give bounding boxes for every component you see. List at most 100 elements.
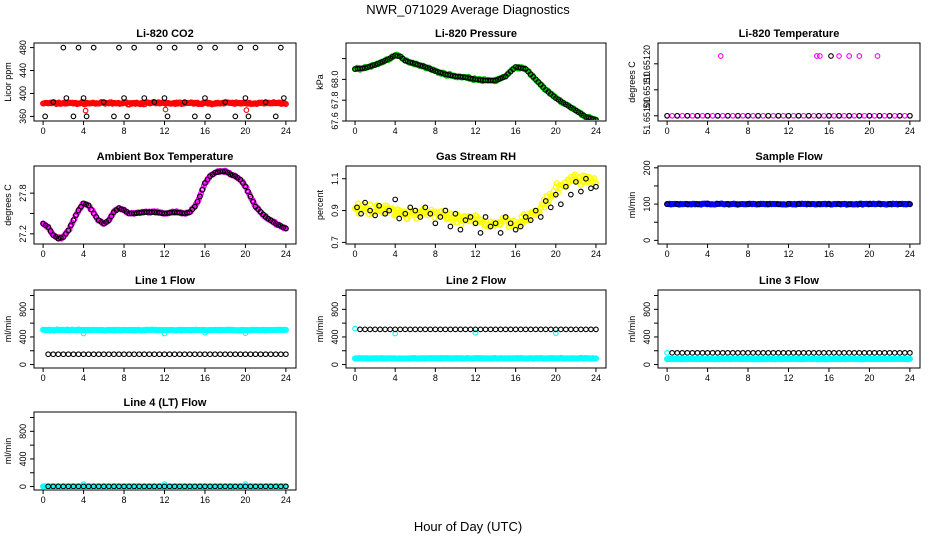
y-tick-label: 400 bbox=[18, 451, 28, 466]
data-point bbox=[191, 203, 198, 210]
plot-frame bbox=[657, 165, 921, 245]
data-point bbox=[866, 349, 873, 356]
y-tick-label: 400 bbox=[18, 86, 28, 101]
data-point bbox=[507, 326, 514, 333]
data-point bbox=[252, 351, 259, 358]
data-point bbox=[262, 351, 269, 358]
data-point bbox=[694, 112, 701, 119]
data-point bbox=[462, 217, 469, 223]
data-point bbox=[800, 112, 807, 119]
data-point bbox=[674, 201, 681, 207]
x-tick-label: 12 bbox=[470, 126, 480, 136]
data-point bbox=[487, 223, 494, 230]
data-point bbox=[412, 326, 419, 333]
data-point bbox=[422, 326, 429, 333]
panel-10: Line 4 (LT) Flow ml/min 0 4 8 12 16 20 24 0 400 800 bbox=[3, 397, 297, 505]
data-point bbox=[55, 351, 62, 358]
data-point bbox=[467, 75, 474, 82]
data-point bbox=[846, 349, 853, 356]
data-point bbox=[80, 95, 87, 101]
panel-title: Sample Flow bbox=[755, 151, 823, 163]
panel-title: Li-820 CO2 bbox=[136, 28, 193, 40]
data-point bbox=[775, 201, 782, 207]
y-tick-label: 440 bbox=[18, 63, 28, 78]
data-point bbox=[447, 72, 454, 79]
data-point bbox=[70, 113, 77, 120]
data-point bbox=[907, 201, 913, 207]
x-tick-label: 0 bbox=[41, 373, 46, 383]
data-point bbox=[184, 209, 191, 216]
data-point bbox=[790, 349, 797, 356]
data-point bbox=[502, 214, 509, 220]
data-point bbox=[876, 201, 883, 207]
data-point bbox=[846, 201, 853, 207]
data-point bbox=[283, 225, 289, 232]
data-point bbox=[199, 186, 206, 193]
data-point bbox=[805, 349, 812, 356]
data-point bbox=[907, 349, 913, 356]
y-tick-label: 0 bbox=[642, 362, 652, 367]
data-point bbox=[60, 351, 67, 358]
data-point bbox=[106, 351, 112, 358]
data-point bbox=[815, 201, 822, 207]
panel-5: Gas Stream RH percent 0 4 8 12 16 20 24 0.7 0.9 1.1 bbox=[315, 151, 607, 259]
series-avg bbox=[45, 351, 289, 358]
data-point bbox=[815, 349, 822, 356]
data-point bbox=[181, 351, 188, 358]
x-tick-label: 24 bbox=[591, 249, 601, 259]
x-tick-label: 12 bbox=[470, 373, 480, 383]
data-point bbox=[831, 112, 837, 119]
data-point bbox=[568, 326, 574, 333]
data-point bbox=[522, 214, 529, 220]
data-point bbox=[517, 326, 524, 333]
data-point bbox=[585, 114, 592, 120]
data-point bbox=[397, 326, 404, 333]
y-tick-label: 800 bbox=[18, 302, 28, 317]
data-point bbox=[409, 60, 416, 66]
data-point bbox=[507, 218, 514, 225]
data-point bbox=[866, 112, 873, 119]
data-point bbox=[590, 116, 597, 120]
data-point bbox=[851, 349, 858, 356]
data-point bbox=[490, 77, 496, 84]
data-point bbox=[402, 326, 409, 333]
panel-title: Line 3 Flow bbox=[759, 275, 819, 287]
data-point bbox=[477, 230, 484, 236]
y-tick-label: 0 bbox=[18, 484, 28, 489]
panel-1: Li-820 CO2 Licor ppm 0 4 8 12 16 20 24 360 400 440 4… bbox=[3, 28, 297, 136]
data-point bbox=[372, 212, 378, 219]
data-point bbox=[714, 200, 721, 207]
data-point bbox=[42, 113, 48, 120]
data-point bbox=[232, 351, 239, 358]
series-avg bbox=[45, 483, 289, 489]
data-point bbox=[724, 201, 731, 207]
data-point bbox=[151, 99, 158, 105]
data-point bbox=[205, 113, 211, 120]
data-point bbox=[457, 326, 464, 333]
data-point bbox=[583, 113, 589, 120]
y-tick-label: 400 bbox=[18, 329, 28, 344]
series-raw-low bbox=[664, 355, 913, 363]
data-point bbox=[817, 53, 823, 59]
x-tick-label: 8 bbox=[122, 249, 127, 259]
data-point bbox=[417, 326, 424, 333]
data-point bbox=[116, 44, 122, 51]
data-point bbox=[242, 183, 249, 190]
data-point bbox=[250, 198, 256, 205]
data-point bbox=[237, 44, 244, 51]
x-tick-label: 24 bbox=[905, 126, 915, 136]
data-point bbox=[760, 112, 767, 119]
data-point bbox=[217, 351, 223, 358]
data-point bbox=[750, 112, 756, 119]
data-point bbox=[684, 201, 691, 207]
data-point bbox=[517, 223, 524, 230]
x-tick-label: 4 bbox=[81, 373, 86, 383]
y-tick-label: 400 bbox=[642, 329, 652, 344]
data-point bbox=[846, 53, 853, 59]
x-tick-label: 20 bbox=[864, 373, 874, 383]
data-point bbox=[684, 349, 691, 356]
y-tick-label: 27.8 bbox=[18, 184, 28, 202]
x-tick-label: 24 bbox=[281, 495, 291, 505]
data-point bbox=[810, 112, 817, 119]
